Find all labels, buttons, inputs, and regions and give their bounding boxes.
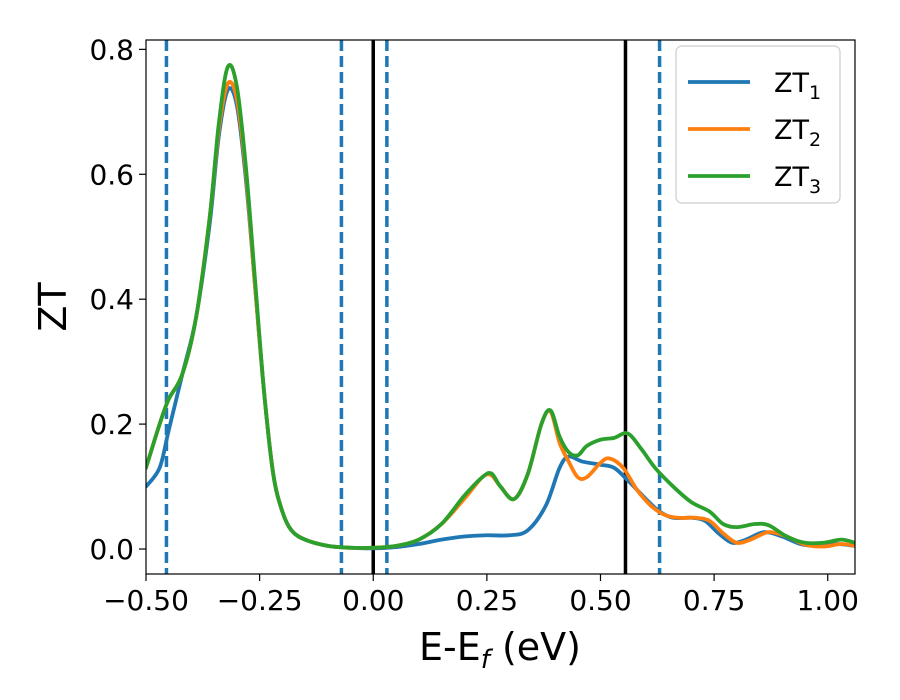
y-axis-ticks: 0.0 0.2 0.4 0.6 0.8 [89,33,146,566]
legend-label-subscript: 1 [809,82,821,104]
y-tick-label: 0.6 [89,158,134,191]
legend-label-main: ZT [774,68,809,99]
y-axis-title: ZT [31,282,75,332]
legend-box [675,45,841,204]
legend-label-main: ZT [774,115,809,146]
x-tick-label: 0.25 [456,584,518,617]
x-tick-label: 0.50 [569,584,631,617]
x-tick-label: 0.75 [683,584,745,617]
x-axis-title-main: E-E [419,625,481,669]
series-line-1 [146,86,855,551]
series-line-3 [146,63,855,550]
plot-frame [145,39,856,575]
x-tick-label: 1.00 [797,584,859,617]
legend-label-subscript: 3 [809,176,821,198]
y-tick-label: 0.8 [89,33,134,66]
y-tick-label: 0.2 [89,408,134,441]
x-axis-title-unit: (eV) [490,625,581,669]
series-lines [146,63,855,551]
reference-lines [164,40,662,574]
legend-label-2: ZT2 [774,115,821,151]
legend-label-main: ZT [774,162,809,193]
x-tick-label: 0.00 [342,584,404,617]
y-tick-label: 0.4 [89,283,134,316]
x-tick-label: −0.50 [103,584,189,617]
y-tick-label: 0.0 [89,533,134,566]
legend-label-3: ZT3 [774,162,821,198]
x-axis-title: E-Ef (eV) [419,625,581,675]
x-axis-ticks: −0.50 −0.25 0.00 0.25 0.50 0.75 1.00 [103,574,859,617]
x-tick-label: −0.25 [217,584,303,617]
legend-label-1: ZT1 [774,68,821,104]
legend-label-subscript: 2 [809,129,821,151]
